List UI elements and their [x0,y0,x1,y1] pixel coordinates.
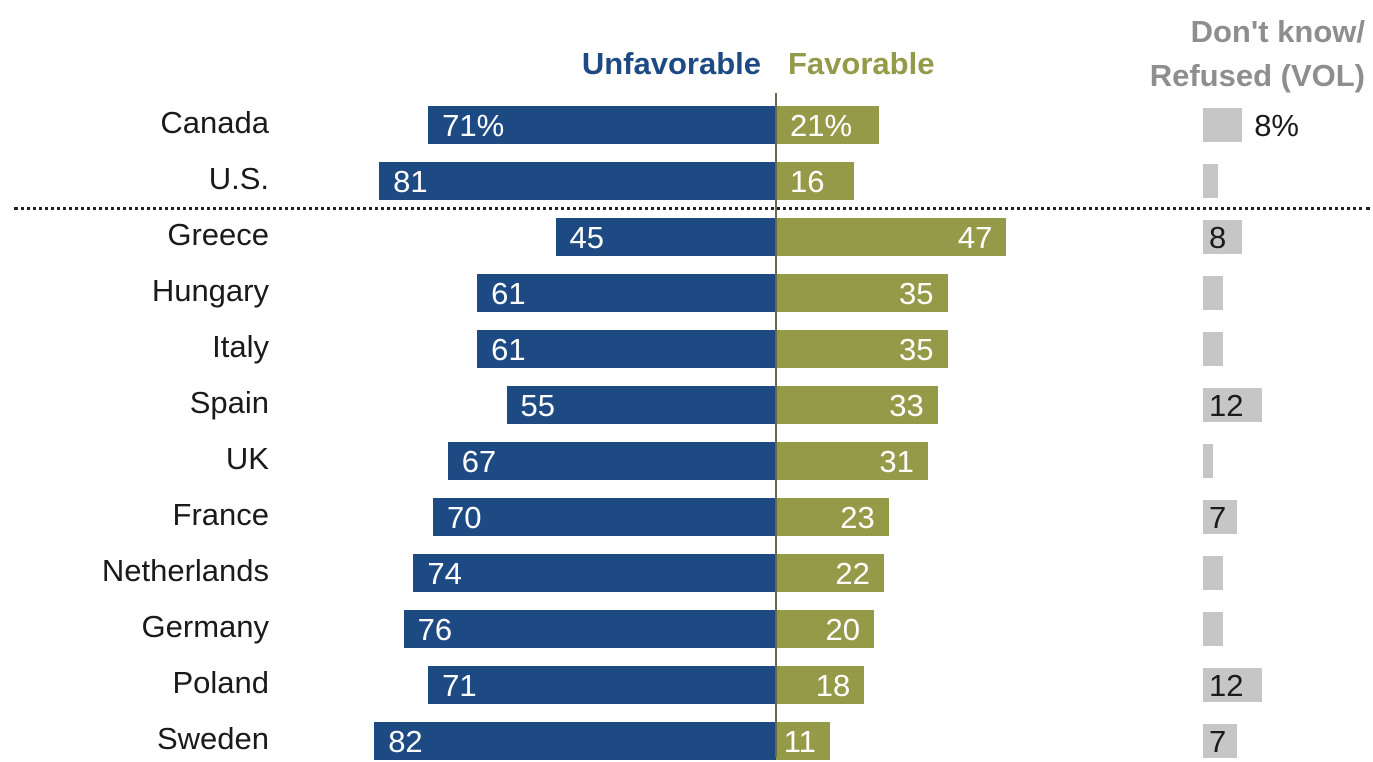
favorable-value-hungary: 35 [899,276,934,311]
unfavorable-value-canada: 71% [442,108,505,143]
unfavorable-bar-sweden [374,722,776,760]
country-label-italy: Italy [212,329,269,364]
unfavorable-bar-poland [428,666,776,704]
unfavorable-value-u-s: 81 [393,164,428,199]
favorable-bar-france [776,498,889,536]
unfavorable-bar-uk [447,442,776,480]
dont-know-value-greece: 8 [1209,220,1227,255]
country-label-canada: Canada [160,105,269,140]
favorable-value-italy: 35 [899,332,934,367]
dont-know-bar-hungary [1203,276,1223,310]
country-label-uk: UK [225,441,269,476]
dont-know-bar-u-s [1203,164,1218,198]
country-label-netherlands: Netherlands [101,553,269,588]
group-separator [14,207,1370,210]
unfavorable-value-poland: 71 [442,668,477,703]
country-label-spain: Spain [189,385,269,420]
favorable-value-greece: 47 [957,220,993,255]
unfavorable-value-netherlands: 74 [427,556,462,591]
favorable-value-netherlands: 22 [835,556,870,591]
favorable-bar-italy [776,330,948,368]
favorable-bar-spain [776,386,938,424]
unfavorable-bar-germany [403,610,776,648]
unfavorable-bar-italy [477,330,776,368]
favorable-value-spain: 33 [889,388,924,423]
dont-know-bar-germany [1203,612,1223,646]
country-label-u-s: U.S. [208,161,269,196]
unfavorable-bar-canada [428,106,776,144]
favorable-value-u-s: 16 [790,164,825,199]
unfavorable-value-sweden: 82 [388,724,423,759]
dont-know-bar-france [1203,500,1238,534]
center-axis-line [775,93,777,757]
unfavorable-bar-greece [555,218,776,256]
unfavorable-value-italy: 61 [491,332,526,367]
country-label-hungary: Hungary [151,273,269,308]
favorable-bar-uk [776,442,928,480]
dont-know-bar-uk [1203,444,1213,478]
unfavorable-bar-netherlands [413,554,776,592]
unfavorable-value-france: 70 [447,500,482,535]
unfavorable-value-uk: 67 [461,444,497,479]
unfavorable-bar-france [433,498,776,536]
dont-know-bar-italy [1203,332,1223,366]
dont-know-bar-canada [1203,108,1243,142]
favorable-bar-greece [776,218,1007,256]
dont-know-value-spain: 12 [1209,388,1244,423]
favorable-bar-hungary [776,274,948,312]
country-label-france: France [172,497,269,532]
favorable-bar-canada [776,106,879,144]
unfavorable-bar-u-s [379,162,776,200]
favorable-value-poland: 18 [815,668,851,703]
dont-know-bar-spain [1203,388,1262,422]
country-label-poland: Poland [172,665,269,700]
favorable-bar-germany [776,610,874,648]
unfavorable-bar-hungary [477,274,776,312]
dont-know-bar-sweden [1203,724,1238,758]
dont-know-value-france: 7 [1209,500,1227,535]
unfavorable-header: Unfavorable [581,46,761,81]
favorable-value-canada: 21% [790,108,853,143]
country-label-sweden: Sweden [156,721,269,756]
unfavorable-value-germany: 76 [417,612,453,647]
dont-know-value-sweden: 7 [1209,724,1227,759]
dont-know-value-poland: 12 [1209,668,1244,703]
unfavorable-value-hungary: 61 [491,276,526,311]
favorable-value-sweden: 11 [783,724,816,759]
dont-know-header: Don't know/ Refused (VOL) [1149,14,1365,93]
dont-know-bar-greece [1203,220,1243,254]
dont-know-value-canada: 8% [1254,108,1299,143]
favorable-value-germany: 20 [825,612,860,647]
favorable-value-uk: 31 [879,444,914,479]
unfavorable-bar-spain [506,386,776,424]
favorable-bar-u-s [776,162,855,200]
dont-know-bar-netherlands [1203,556,1223,590]
favorable-value-france: 23 [840,500,875,535]
favorable-bar-netherlands [776,554,884,592]
unfavorable-value-greece: 45 [569,220,604,255]
dont-know-bar-poland [1203,668,1262,702]
country-label-greece: Greece [167,217,269,252]
favorable-header: Favorable [788,46,935,81]
favorable-bar-sweden [776,722,830,760]
unfavorable-value-spain: 55 [520,388,555,423]
country-label-germany: Germany [141,609,269,644]
favorable-bar-poland [776,666,865,704]
